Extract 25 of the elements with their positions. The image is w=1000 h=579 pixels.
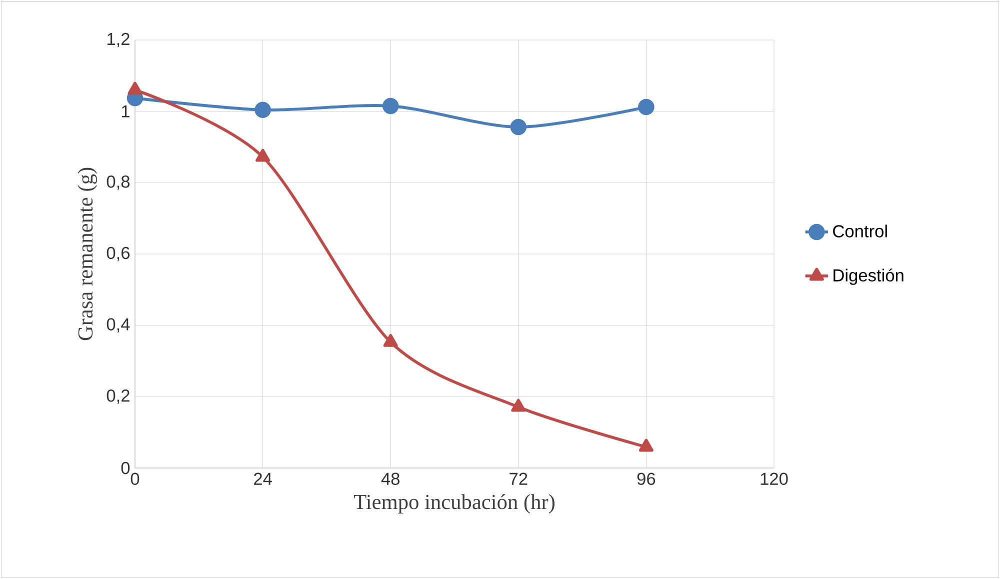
y-tick-label: 0	[121, 462, 130, 474]
x-tick-label: 48	[381, 472, 400, 485]
y-tick-label: 0,8	[106, 176, 130, 190]
x-tick-label: 96	[637, 472, 656, 485]
y-tick-label: 1	[122, 105, 130, 118]
y-axis-title: Grasa remanente (g)	[78, 168, 98, 340]
y-tick-label: 0,6	[106, 246, 130, 262]
legend-label: Digestión	[834, 268, 904, 285]
y-tick-label: 0,4	[106, 318, 130, 332]
x-tick-label: 24	[254, 472, 272, 485]
point	[511, 398, 526, 412]
x-tick-label: 0	[130, 472, 140, 485]
x-tick-label: 120	[760, 472, 788, 485]
y-tick-label: 1,2	[108, 32, 130, 48]
point	[383, 334, 398, 347]
point	[510, 118, 527, 136]
x-tick-label: 72	[510, 472, 528, 485]
point	[256, 148, 270, 162]
legend-label: Control	[833, 224, 887, 238]
x-axis-title: Tiempo incubación (hr)	[354, 494, 554, 514]
point	[254, 102, 271, 118]
point	[638, 438, 654, 452]
point	[382, 98, 399, 114]
y-tick-label: 0,2	[106, 390, 130, 404]
point	[638, 98, 654, 116]
